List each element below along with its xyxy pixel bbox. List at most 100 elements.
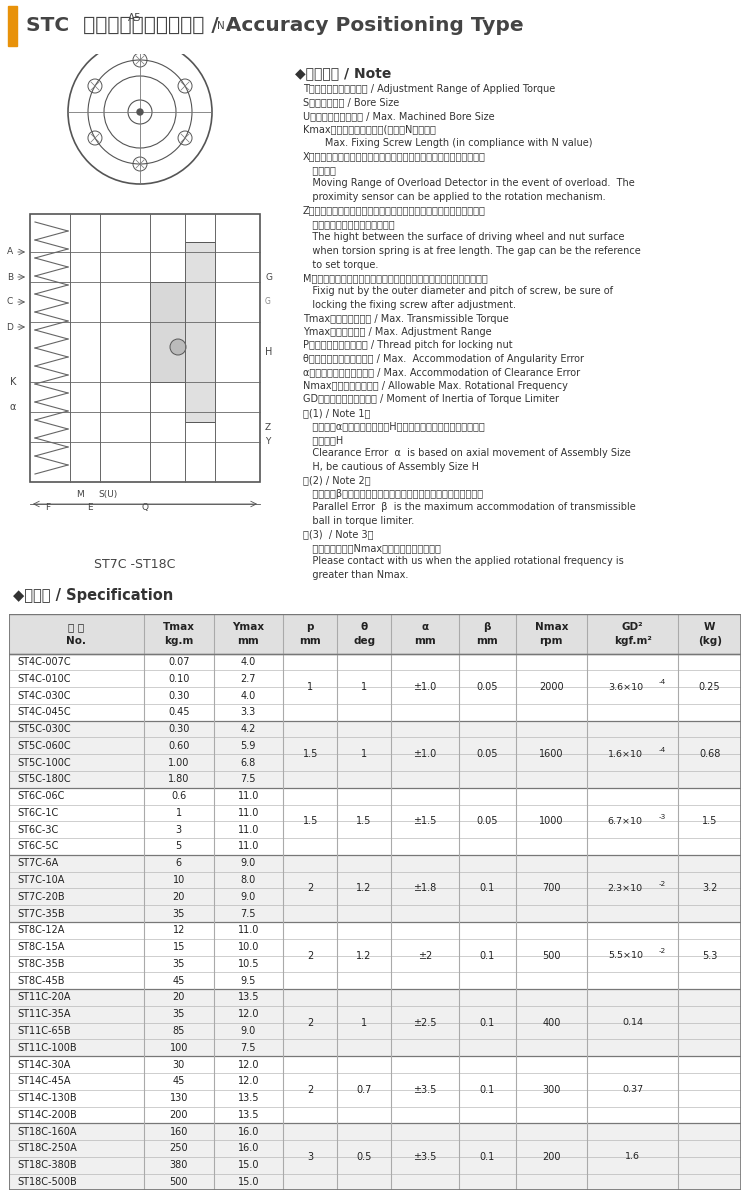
Text: No.: No.	[67, 636, 86, 646]
Bar	[9, 671, 741, 688]
Bar	[9, 1090, 741, 1106]
Text: A5: A5	[128, 13, 142, 23]
Text: Clearance Error  α  is based on axial movement of Assembly Size: Clearance Error α is based on axial move…	[303, 449, 631, 458]
Bar	[9, 854, 741, 871]
Text: 9.0: 9.0	[241, 1026, 256, 1036]
Text: ST18C-380B: ST18C-380B	[17, 1160, 76, 1170]
Text: 130: 130	[170, 1093, 188, 1103]
Text: 700: 700	[542, 883, 560, 894]
Text: Q: Q	[142, 503, 148, 512]
Text: when torsion spring is at free length. The gap can be the reference: when torsion spring is at free length. T…	[303, 246, 640, 256]
Text: ST5C-060C: ST5C-060C	[17, 740, 70, 751]
Text: ST8C-35B: ST8C-35B	[17, 959, 64, 968]
Text: 5: 5	[176, 841, 181, 852]
Text: 1.6: 1.6	[626, 1152, 640, 1162]
Text: 3.6×10: 3.6×10	[608, 683, 643, 691]
Text: deg: deg	[353, 636, 375, 646]
Text: Z: Z	[265, 422, 272, 432]
Text: W: W	[704, 622, 716, 632]
Text: ◆注意事項 / Note: ◆注意事項 / Note	[295, 66, 392, 80]
Text: α：隙縮誤差的最大吸收量 / Max. Accommodation of Clearance Error: α：隙縮誤差的最大吸收量 / Max. Accommodation of Cle…	[303, 367, 580, 378]
Text: 35: 35	[172, 908, 185, 918]
Bar	[9, 905, 741, 922]
Text: -3: -3	[658, 814, 665, 820]
Circle shape	[170, 338, 186, 355]
Text: F: F	[46, 503, 50, 512]
Bar	[9, 871, 741, 888]
Text: 1: 1	[361, 682, 368, 692]
Text: 10.5: 10.5	[238, 959, 259, 968]
Text: 400: 400	[542, 1018, 560, 1027]
Text: 4.0: 4.0	[241, 690, 256, 701]
Text: ST4C-045C: ST4C-045C	[17, 707, 70, 718]
Text: H, be cautious of Assembly Size H: H, be cautious of Assembly Size H	[303, 462, 479, 472]
Text: 3.2: 3.2	[702, 883, 717, 894]
Text: B: B	[7, 272, 13, 282]
Text: -2: -2	[658, 948, 665, 954]
Bar	[9, 888, 741, 905]
Text: G: G	[265, 272, 272, 282]
Bar	[9, 1123, 741, 1140]
Text: 7.5: 7.5	[241, 774, 256, 785]
Text: mm: mm	[476, 636, 498, 646]
Text: greater than Nmax.: greater than Nmax.	[303, 570, 408, 580]
Text: 使用回轉數超過Nmax時，請先與敭公司洽談: 使用回轉數超過Nmax時，請先與敭公司洽談	[303, 542, 441, 553]
Text: 200: 200	[170, 1110, 188, 1120]
Text: ±3.5: ±3.5	[413, 1085, 436, 1094]
Text: P：壓緊螺帽的螺紋節距 / Thread pitch for locking nut: P：壓緊螺帽的螺紋節距 / Thread pitch for locking n…	[303, 341, 513, 350]
Text: Tmax: Tmax	[163, 622, 195, 632]
Text: 1.5: 1.5	[302, 749, 318, 760]
Text: ST5C-180C: ST5C-180C	[17, 774, 70, 785]
Text: Kmax：固定螺絲最大長度(請配合N値使用）: Kmax：固定螺絲最大長度(請配合N値使用）	[303, 125, 436, 134]
Text: M：固定壓緊螺帽的固定螺絲外徑與節距調整後請務必將固定螺絲鎖好: M：固定壓緊螺帽的固定螺絲外徑與節距調整後請務必將固定螺絲鎖好	[303, 272, 488, 283]
Text: Ymax：最大調整量 / Max. Adjustment Range: Ymax：最大調整量 / Max. Adjustment Range	[303, 326, 492, 337]
Text: 0.05: 0.05	[476, 749, 498, 760]
Text: 11.0: 11.0	[238, 808, 259, 818]
Text: 500: 500	[170, 1177, 188, 1187]
Text: STC  精密定位型扇力限制器 / Accuracy Positioning Type: STC 精密定位型扇力限制器 / Accuracy Positioning Ty…	[26, 16, 524, 35]
Text: 9.0: 9.0	[241, 892, 256, 902]
Text: T：使用扇力的調整範圍 / Adjustment Range of Applied Torque: T：使用扇力的調整範圍 / Adjustment Range of Applie…	[303, 84, 555, 94]
Bar	[9, 972, 741, 989]
Text: 平行誤差β的値是扇力限制器的扇力傳達用滚珠的位置最大吸收量: 平行誤差β的値是扇力限制器的扇力傳達用滚珠的位置最大吸收量	[303, 490, 483, 499]
Bar	[9, 755, 741, 770]
Text: 留意尺寸H: 留意尺寸H	[303, 434, 344, 445]
Text: ST7C -ST18C: ST7C -ST18C	[94, 558, 176, 570]
Text: Max. Fixing Screw Length (in compliance with N value): Max. Fixing Screw Length (in compliance …	[303, 138, 592, 148]
Text: ST6C-06C: ST6C-06C	[17, 791, 64, 802]
Text: ST5C-100C: ST5C-100C	[17, 757, 70, 768]
Text: 3.3: 3.3	[241, 707, 256, 718]
Text: E: E	[87, 503, 93, 512]
Text: 35: 35	[172, 1009, 185, 1019]
Bar	[9, 614, 741, 654]
Text: 12.0: 12.0	[238, 1009, 259, 1019]
Text: 9.0: 9.0	[241, 858, 256, 869]
Text: ST7C-35B: ST7C-35B	[17, 908, 64, 918]
Text: ±1.5: ±1.5	[413, 816, 436, 827]
Text: 20: 20	[172, 892, 185, 902]
Text: 1: 1	[361, 1018, 368, 1027]
Text: 0.30: 0.30	[168, 724, 190, 734]
Text: U：最大加工孔徑尺寸 / Max. Machined Bore Size: U：最大加工孔徑尺寸 / Max. Machined Bore Size	[303, 110, 495, 121]
Text: ST7C-20B: ST7C-20B	[17, 892, 64, 902]
Text: 8.0: 8.0	[241, 875, 256, 886]
Text: 15: 15	[172, 942, 185, 952]
Text: 6.8: 6.8	[241, 757, 256, 768]
Text: 1: 1	[307, 682, 314, 692]
Text: 註(1) / Note 1：: 註(1) / Note 1：	[303, 408, 370, 418]
Text: 0.1: 0.1	[480, 1018, 495, 1027]
Text: A: A	[7, 247, 13, 257]
Bar	[9, 654, 741, 671]
Text: 500: 500	[542, 950, 560, 960]
Text: 1.2: 1.2	[356, 950, 372, 960]
Text: Nmax: Nmax	[535, 622, 568, 632]
Bar	[8, 6, 17, 47]
Text: ST6C-5C: ST6C-5C	[17, 841, 58, 852]
Text: 15.0: 15.0	[238, 1177, 259, 1187]
Text: 200: 200	[542, 1152, 560, 1162]
Text: ±1.0: ±1.0	[413, 749, 436, 760]
Text: -2: -2	[658, 881, 665, 887]
Text: 160: 160	[170, 1127, 188, 1136]
Text: ST14C-200B: ST14C-200B	[17, 1110, 76, 1120]
Text: The hight between the surface of driving wheel and nut surface: The hight between the surface of driving…	[303, 233, 625, 242]
